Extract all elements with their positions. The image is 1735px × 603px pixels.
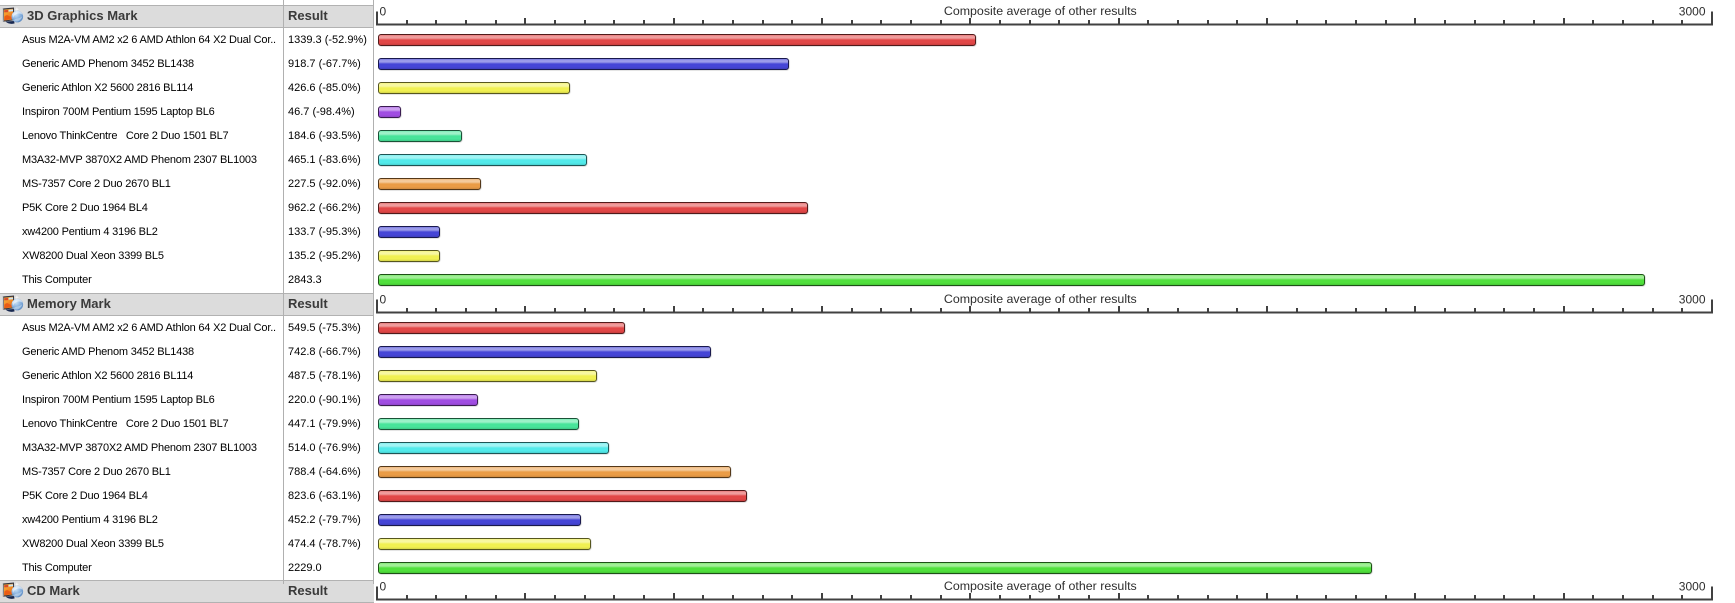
svg-text:3000: 3000	[1679, 293, 1706, 307]
svg-text:3000: 3000	[1679, 580, 1706, 594]
svg-text:Composite average of other res: Composite average of other results	[944, 5, 1137, 18]
svg-text:3000: 3000	[1679, 5, 1706, 19]
svg-text:Composite average of other res: Composite average of other results	[944, 580, 1137, 593]
svg-text:0: 0	[380, 5, 387, 19]
svg-text:0: 0	[380, 293, 387, 307]
svg-text:Composite average of other res: Composite average of other results	[944, 293, 1137, 306]
svg-text:0: 0	[380, 580, 387, 594]
